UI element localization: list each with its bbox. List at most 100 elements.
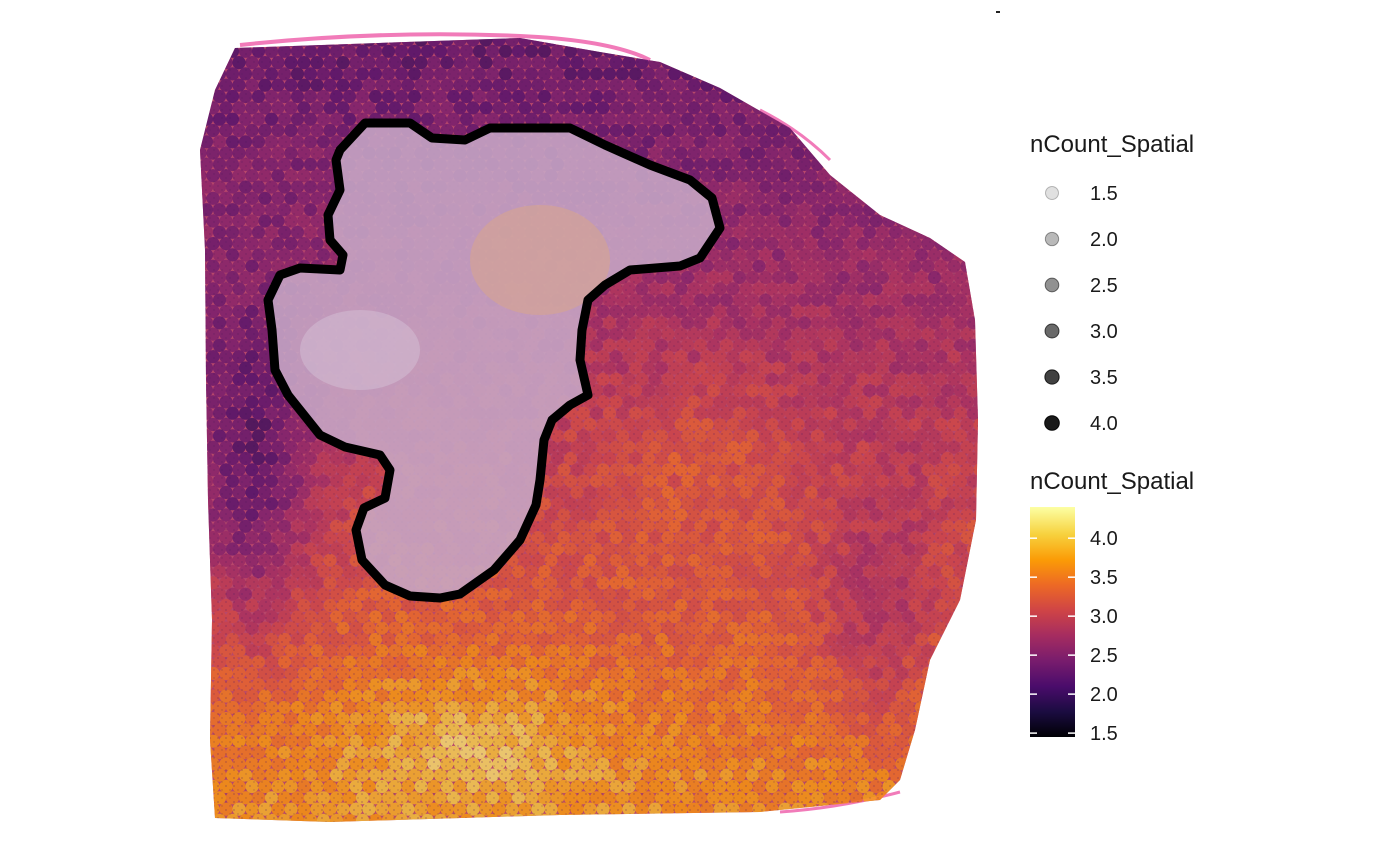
spot xyxy=(960,666,974,681)
spot xyxy=(823,813,838,822)
spot xyxy=(200,350,207,364)
spot xyxy=(862,112,877,126)
spot xyxy=(843,56,857,70)
spot xyxy=(901,157,916,171)
spot xyxy=(908,802,922,816)
spot xyxy=(823,135,838,149)
spot xyxy=(836,813,851,822)
spot xyxy=(966,655,978,669)
spot xyxy=(836,157,851,171)
spot xyxy=(940,632,955,647)
spot xyxy=(953,655,968,669)
spot xyxy=(947,689,961,703)
spot xyxy=(895,169,909,183)
spot xyxy=(901,203,916,217)
spot xyxy=(960,825,973,838)
spot xyxy=(602,813,617,822)
spot xyxy=(953,610,968,624)
spot xyxy=(888,135,903,149)
spot xyxy=(531,825,544,838)
spot xyxy=(973,259,978,273)
spot xyxy=(934,712,948,726)
spot xyxy=(739,78,753,92)
spot xyxy=(719,813,734,822)
spot xyxy=(934,123,948,138)
spot xyxy=(882,78,896,92)
spot xyxy=(200,666,207,681)
spot xyxy=(810,813,825,822)
spot xyxy=(862,67,877,81)
spot xyxy=(752,78,766,92)
spot xyxy=(862,180,877,194)
spot xyxy=(901,67,916,81)
spot xyxy=(609,825,622,838)
spot xyxy=(953,745,968,760)
spot xyxy=(940,678,955,692)
spot xyxy=(745,89,760,104)
spot xyxy=(921,123,935,138)
spot xyxy=(856,78,870,92)
spot xyxy=(895,78,909,92)
spot xyxy=(927,700,942,714)
spot xyxy=(836,112,851,126)
spot xyxy=(895,191,909,205)
size-legend-label: 3.0 xyxy=(1090,321,1118,343)
spot xyxy=(745,44,760,58)
spot xyxy=(258,825,271,838)
spot xyxy=(518,825,531,838)
spot xyxy=(927,791,942,805)
spot xyxy=(921,214,935,228)
spot xyxy=(973,38,978,47)
spot xyxy=(914,723,929,737)
spot xyxy=(869,101,883,115)
spot xyxy=(648,825,661,838)
spot xyxy=(940,655,955,669)
spot xyxy=(823,112,838,126)
spot xyxy=(914,791,929,805)
spot xyxy=(875,180,890,194)
spot xyxy=(934,689,948,703)
spot xyxy=(797,67,812,81)
spot xyxy=(895,825,908,838)
spot xyxy=(927,813,942,822)
spot xyxy=(804,78,818,92)
spot xyxy=(622,38,636,47)
spot xyxy=(947,191,961,205)
spot xyxy=(758,89,773,104)
spot xyxy=(960,78,974,92)
spot xyxy=(908,123,922,138)
spot xyxy=(901,180,916,194)
spot xyxy=(804,123,818,138)
spot xyxy=(960,38,974,47)
spot xyxy=(953,67,968,81)
tissue-edge-top xyxy=(239,32,651,62)
spot xyxy=(934,78,948,92)
spot xyxy=(966,44,978,58)
spot xyxy=(934,757,948,771)
spot xyxy=(953,813,968,822)
spot xyxy=(200,768,214,782)
spot xyxy=(200,417,207,432)
spot xyxy=(596,825,609,838)
spot xyxy=(934,779,948,794)
spot xyxy=(765,38,779,47)
spot xyxy=(921,191,935,205)
spot xyxy=(297,825,310,838)
spot xyxy=(940,791,955,805)
spot xyxy=(765,56,779,70)
spot xyxy=(940,745,955,760)
spot xyxy=(856,56,870,70)
spot xyxy=(200,282,207,296)
spot xyxy=(849,44,864,58)
spot xyxy=(200,463,207,477)
spot xyxy=(882,56,896,70)
spot xyxy=(414,825,427,838)
spot xyxy=(856,123,870,138)
spot xyxy=(921,56,935,70)
spot xyxy=(914,112,929,126)
spot xyxy=(973,621,978,635)
spot xyxy=(927,89,942,104)
spot xyxy=(921,802,935,816)
spot xyxy=(648,38,662,47)
spot xyxy=(927,112,942,126)
